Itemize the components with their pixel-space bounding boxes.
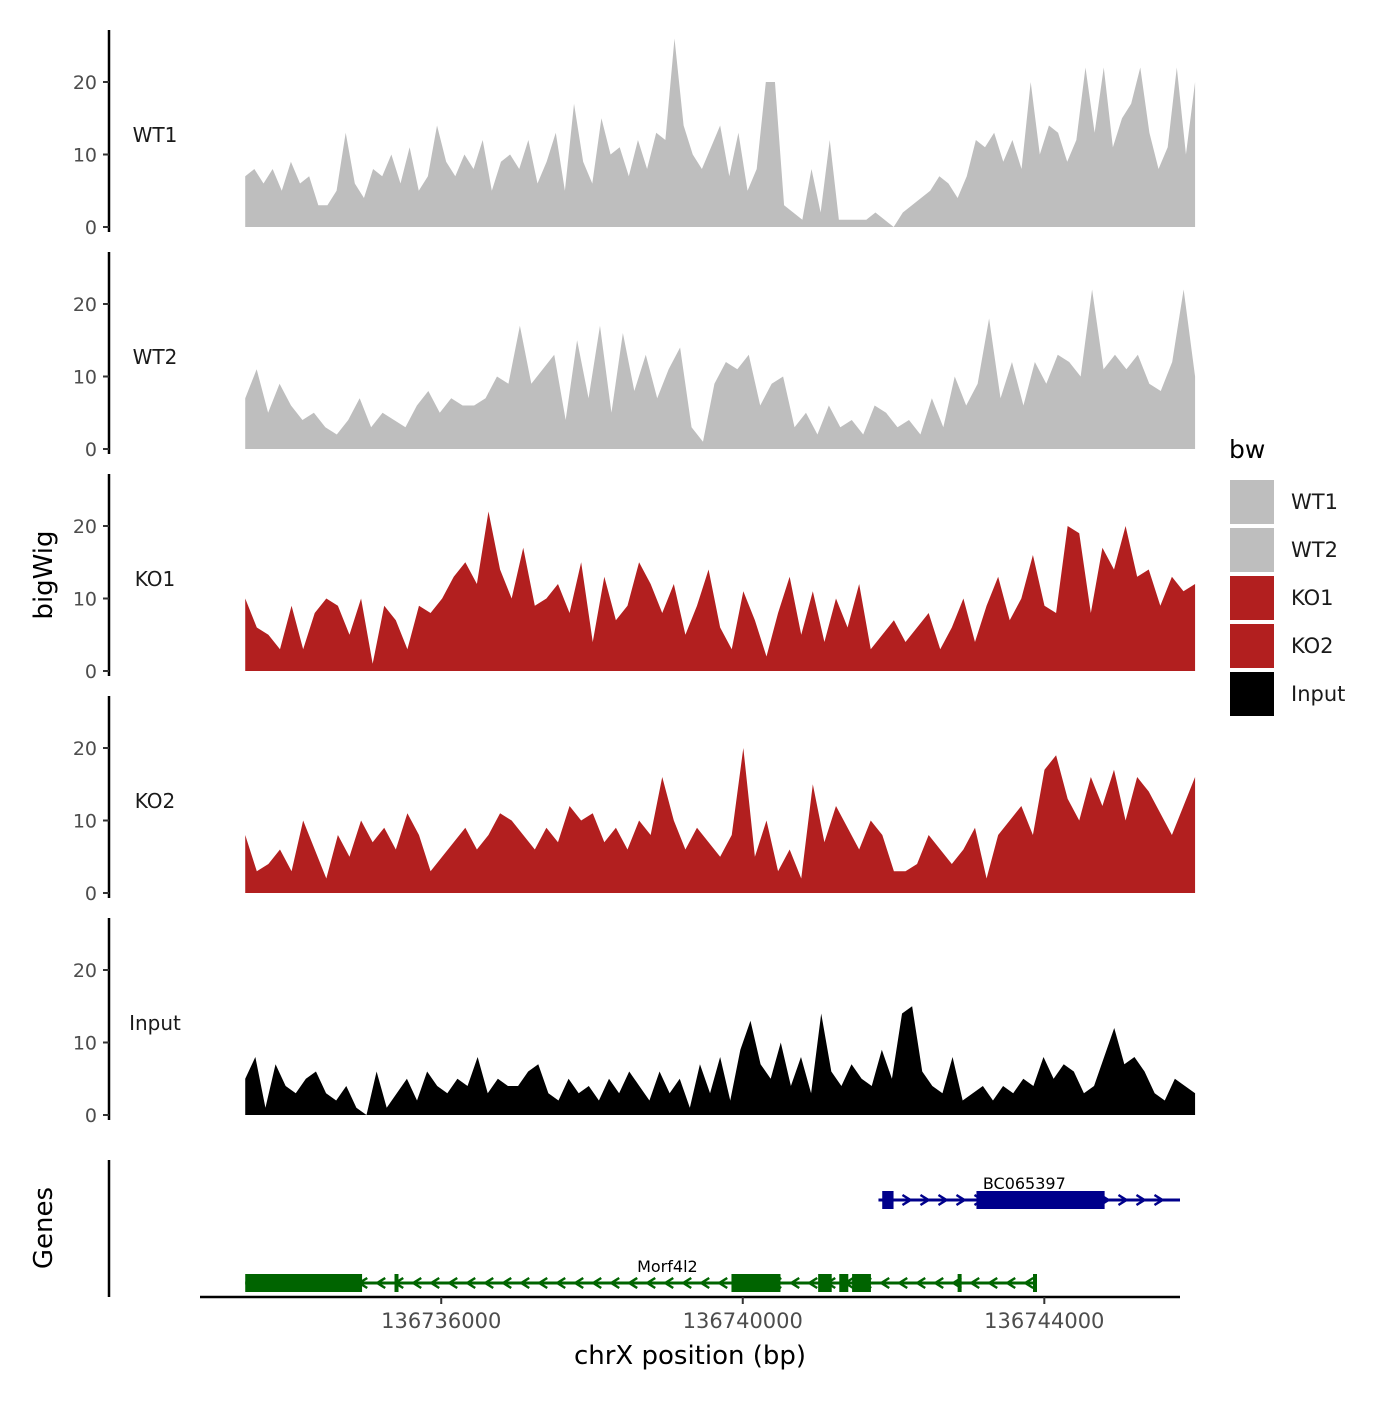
strand-arrow-Morf4l2 [662,1276,674,1290]
legend-label-KO1: KO1 [1291,586,1334,610]
y-tick-label: 0 [85,883,97,905]
strand-arrow-BC065397 [1117,1193,1129,1207]
genes-axis-title: Genes [29,1187,59,1269]
exon-BC065397-0 [882,1191,894,1209]
coverage-area-WT1 [245,38,1196,227]
legend-label-WT2: WT2 [1291,538,1338,562]
exon-Morf4l2-7 [1033,1274,1037,1292]
y-tick-label: 0 [85,439,97,461]
y-tick-label: 20 [73,294,97,316]
legend-swatch-WT2 [1230,528,1274,572]
y-tick-label: 20 [73,72,97,94]
y-tick-label: 10 [73,1033,97,1055]
strand-arrow-BC065397 [955,1193,967,1207]
strand-arrow-BC065397 [1153,1193,1165,1207]
strand-arrow-Morf4l2 [482,1276,494,1290]
y-axis-title: bigWig [29,530,59,619]
track-label-KO2: KO2 [135,789,176,813]
strand-arrow-Morf4l2 [572,1276,584,1290]
strand-arrow-Morf4l2 [608,1276,620,1290]
strand-arrow-Morf4l2 [446,1276,458,1290]
y-tick-label: 0 [85,217,97,239]
coverage-area-WT2 [245,289,1196,449]
strand-arrow-Morf4l2 [932,1276,944,1290]
strand-arrow-Morf4l2 [680,1276,692,1290]
strand-arrow-BC065397 [1135,1193,1147,1207]
track-label-KO1: KO1 [135,567,176,591]
coverage-area-KO1 [245,511,1196,671]
legend-label-KO2: KO2 [1291,634,1334,658]
strand-arrow-Morf4l2 [914,1276,926,1290]
coverage-area-Input [245,1006,1196,1115]
strand-arrow-Morf4l2 [554,1276,566,1290]
strand-arrow-Morf4l2 [986,1276,998,1290]
exon-Morf4l2-4 [839,1274,849,1292]
strand-arrow-Morf4l2 [788,1276,800,1290]
legend-label-WT1: WT1 [1291,490,1338,514]
track-label-WT1: WT1 [133,123,178,147]
strand-arrow-BC065397 [937,1193,949,1207]
strand-arrow-Morf4l2 [896,1276,908,1290]
strand-arrow-Morf4l2 [374,1276,386,1290]
y-tick-label: 20 [73,960,97,982]
strand-arrow-Morf4l2 [1004,1276,1016,1290]
strand-arrow-Morf4l2 [518,1276,530,1290]
y-tick-label: 10 [73,367,97,389]
strand-arrow-Morf4l2 [878,1276,890,1290]
exon-Morf4l2-2 [731,1274,781,1292]
legend-title: bw [1229,435,1265,464]
strand-arrow-Morf4l2 [698,1276,710,1290]
exon-BC065397-1 [976,1191,1105,1209]
legend-label-Input: Input [1291,682,1345,706]
x-axis-title: chrX position (bp) [574,1341,806,1371]
legend-swatch-KO1 [1230,576,1274,620]
y-tick-label: 10 [73,145,97,167]
x-tick-label: 136736000 [381,1309,501,1333]
strand-arrow-Morf4l2 [1022,1276,1034,1290]
strand-arrow-Morf4l2 [644,1276,656,1290]
legend-swatch-WT1 [1230,480,1274,524]
exon-Morf4l2-6 [957,1274,962,1292]
strand-arrow-BC065397 [901,1193,913,1207]
y-tick-label: 20 [73,738,97,760]
y-tick-label: 10 [73,811,97,833]
strand-arrow-BC065397 [919,1193,931,1207]
strand-arrow-Morf4l2 [536,1276,548,1290]
legend-swatch-Input [1230,672,1274,716]
coverage-area-KO2 [245,748,1196,893]
strand-arrow-Morf4l2 [590,1276,602,1290]
x-tick-label: 136744000 [984,1309,1104,1333]
strand-arrow-Morf4l2 [410,1276,422,1290]
strand-arrow-Morf4l2 [464,1276,476,1290]
exon-Morf4l2-3 [818,1274,832,1292]
strand-arrow-Morf4l2 [626,1276,638,1290]
strand-arrow-Morf4l2 [500,1276,512,1290]
y-tick-label: 0 [85,661,97,683]
exon-Morf4l2-5 [852,1274,871,1292]
strand-arrow-Morf4l2 [806,1276,818,1290]
gene-label-BC065397: BC065397 [983,1174,1066,1193]
exon-Morf4l2-1 [394,1274,399,1292]
y-tick-label: 0 [85,1105,97,1127]
x-tick-label: 136740000 [683,1309,803,1333]
strand-arrow-Morf4l2 [428,1276,440,1290]
strand-arrow-Morf4l2 [968,1276,980,1290]
gene-label-Morf4l2: Morf4l2 [637,1257,698,1276]
track-label-WT2: WT2 [133,345,178,369]
track-label-Input: Input [129,1011,181,1035]
y-tick-label: 10 [73,589,97,611]
exon-Morf4l2-0 [245,1274,363,1292]
strand-arrow-Morf4l2 [716,1276,728,1290]
y-tick-label: 20 [73,516,97,538]
legend-swatch-KO2 [1230,624,1274,668]
